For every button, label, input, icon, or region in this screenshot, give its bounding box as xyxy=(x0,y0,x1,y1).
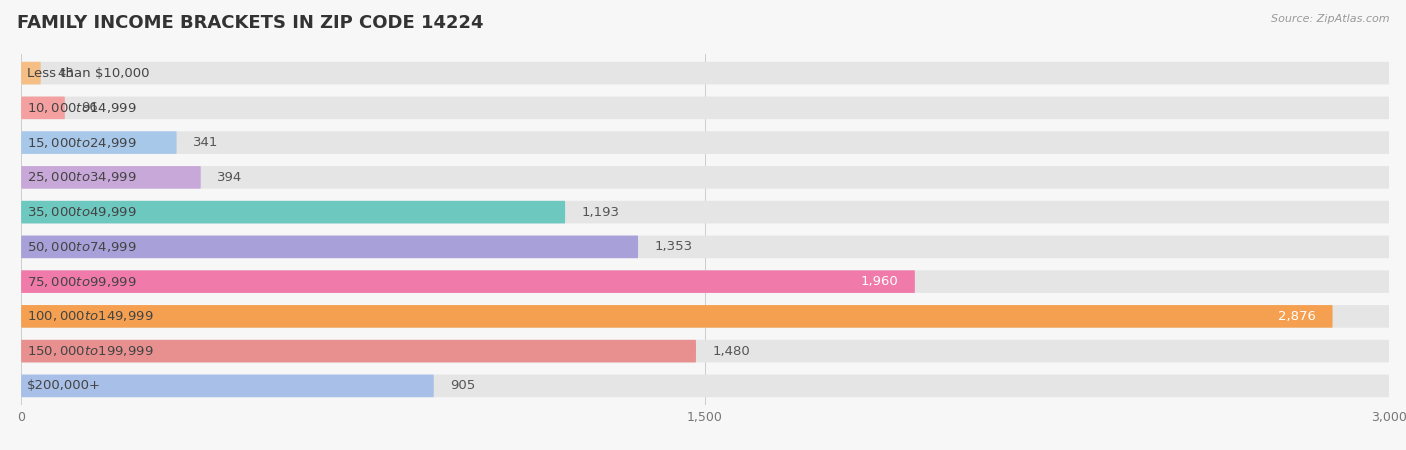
FancyBboxPatch shape xyxy=(21,270,1389,293)
FancyBboxPatch shape xyxy=(21,374,434,397)
FancyBboxPatch shape xyxy=(21,131,177,154)
Text: 96: 96 xyxy=(82,101,98,114)
FancyBboxPatch shape xyxy=(21,97,65,119)
Text: 1,480: 1,480 xyxy=(713,345,751,358)
Text: 1,353: 1,353 xyxy=(654,240,693,253)
FancyBboxPatch shape xyxy=(21,305,1389,328)
Text: 394: 394 xyxy=(217,171,242,184)
FancyBboxPatch shape xyxy=(21,236,638,258)
FancyBboxPatch shape xyxy=(21,166,1389,189)
FancyBboxPatch shape xyxy=(21,131,1389,154)
Text: $10,000 to $14,999: $10,000 to $14,999 xyxy=(27,101,136,115)
Text: $50,000 to $74,999: $50,000 to $74,999 xyxy=(27,240,136,254)
Text: $150,000 to $199,999: $150,000 to $199,999 xyxy=(27,344,153,358)
Text: 905: 905 xyxy=(450,379,475,392)
Text: $15,000 to $24,999: $15,000 to $24,999 xyxy=(27,135,136,149)
FancyBboxPatch shape xyxy=(21,62,41,85)
FancyBboxPatch shape xyxy=(21,374,1389,397)
Text: $75,000 to $99,999: $75,000 to $99,999 xyxy=(27,274,136,288)
Text: 341: 341 xyxy=(193,136,218,149)
Text: $25,000 to $34,999: $25,000 to $34,999 xyxy=(27,171,136,184)
FancyBboxPatch shape xyxy=(21,62,1389,85)
Text: 1,193: 1,193 xyxy=(582,206,620,219)
FancyBboxPatch shape xyxy=(21,340,696,362)
Text: FAMILY INCOME BRACKETS IN ZIP CODE 14224: FAMILY INCOME BRACKETS IN ZIP CODE 14224 xyxy=(17,14,484,32)
Text: $200,000+: $200,000+ xyxy=(27,379,101,392)
Text: Source: ZipAtlas.com: Source: ZipAtlas.com xyxy=(1271,14,1389,23)
FancyBboxPatch shape xyxy=(21,97,1389,119)
FancyBboxPatch shape xyxy=(21,270,915,293)
FancyBboxPatch shape xyxy=(21,305,1333,328)
FancyBboxPatch shape xyxy=(21,201,1389,223)
Text: $35,000 to $49,999: $35,000 to $49,999 xyxy=(27,205,136,219)
FancyBboxPatch shape xyxy=(21,340,1389,362)
Text: 2,876: 2,876 xyxy=(1278,310,1316,323)
FancyBboxPatch shape xyxy=(21,201,565,223)
Text: $100,000 to $149,999: $100,000 to $149,999 xyxy=(27,310,153,324)
Text: Less than $10,000: Less than $10,000 xyxy=(27,67,149,80)
FancyBboxPatch shape xyxy=(21,236,1389,258)
FancyBboxPatch shape xyxy=(21,166,201,189)
Text: 43: 43 xyxy=(58,67,75,80)
Text: 1,960: 1,960 xyxy=(860,275,898,288)
